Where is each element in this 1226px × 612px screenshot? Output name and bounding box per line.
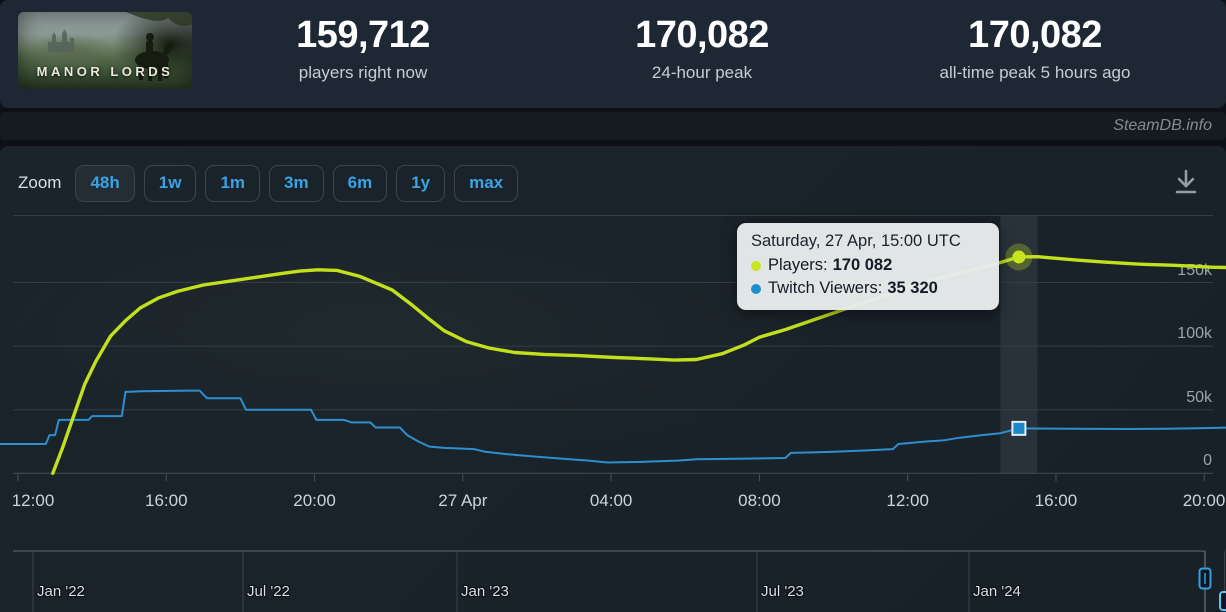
x-axis-label: 27 Apr (438, 491, 488, 510)
stat-value: 159,712 (296, 14, 430, 56)
game-capsule[interactable]: MANOR LORDS (18, 12, 192, 89)
stat-label: all-time peak 5 hours ago (939, 63, 1131, 82)
x-axis-label: 20:00 (293, 491, 336, 510)
x-axis-label: 08:00 (738, 491, 781, 510)
chart-plot-area[interactable] (13, 215, 1213, 473)
x-axis-label: 20:00 (1182, 491, 1226, 510)
x-axis-label: 04:00 (589, 491, 633, 510)
header-stats: 159,712 players right now 170,082 24-hour p… (0, 0, 1226, 108)
x-axis-label: 16:00 (1034, 491, 1078, 510)
x-axis-label: 12:00 (11, 491, 55, 510)
x-axis-label: 16:00 (144, 491, 188, 510)
tooltip-series-value: 35 320 (887, 279, 938, 297)
stat-value: 170,082 (635, 14, 769, 56)
range-button-48h[interactable]: 48h (75, 164, 135, 202)
header-stat: 170,082 24-hour peak (635, 13, 769, 83)
navigator-axis-label: Jul '22 (247, 583, 290, 600)
x-axis-label: 12:00 (886, 491, 929, 510)
navigator-axis-label: Jan '22 (37, 583, 85, 600)
download-chart-button[interactable] (1170, 166, 1202, 198)
zoom-label: Zoom (18, 173, 62, 192)
tooltip-series-value: 170 082 (832, 256, 893, 274)
header-stat: 159,712 players right now (296, 13, 430, 83)
range-button-6m[interactable]: 6m (332, 164, 388, 202)
game-title: MANOR LORDS (36, 64, 174, 79)
range-button-1w[interactable]: 1w (143, 164, 197, 202)
navigator-axis-label: Jul '23 (761, 583, 804, 600)
capsule-art (48, 12, 192, 81)
tooltip-row: Players: 170 082 (751, 254, 985, 277)
range-buttons: 48h 1w 1m 3m 6m 1y max (75, 164, 527, 202)
tooltip-date: Saturday, 27 Apr, 15:00 UTC (751, 232, 961, 250)
tooltip-series-label: Players: (768, 256, 828, 274)
stat-value: 170,082 (968, 14, 1102, 56)
range-button-3m[interactable]: 3m (269, 164, 324, 202)
header-stat: 170,082 all-time peak 5 hours ago (940, 13, 1131, 83)
tooltip-series-label: Twitch Viewers: (768, 279, 883, 297)
range-button-1y[interactable]: 1y (396, 164, 446, 202)
steamdb-watermark: SteamDB.info (1113, 117, 1212, 134)
chart-tooltip: Saturday, 27 Apr, 15:00 UTC Players: 170 … (737, 223, 999, 310)
range-button-max[interactable]: max (454, 164, 519, 202)
watermark-bar: SteamDB.info (0, 112, 1226, 140)
navigator-axis-label: Jan '24 (973, 583, 1021, 600)
stat-label: 24-hour peak (651, 63, 753, 82)
series-dot-icon (751, 283, 761, 294)
range-button-1m[interactable]: 1m (205, 164, 261, 202)
tooltip-row: Twitch Viewers: 35 320 (751, 277, 985, 300)
navigator-axis-label: Jan '23 (461, 583, 509, 600)
stat-label: players right now (298, 63, 428, 82)
download-icon (1175, 169, 1197, 194)
zoom-toolbar: Zoom 48h 1w 1m 3m 6m 1y max (18, 164, 527, 202)
series-dot-icon (751, 260, 761, 271)
app-header: MANOR LORDS 159,712 players right now 170,… (0, 0, 1226, 108)
